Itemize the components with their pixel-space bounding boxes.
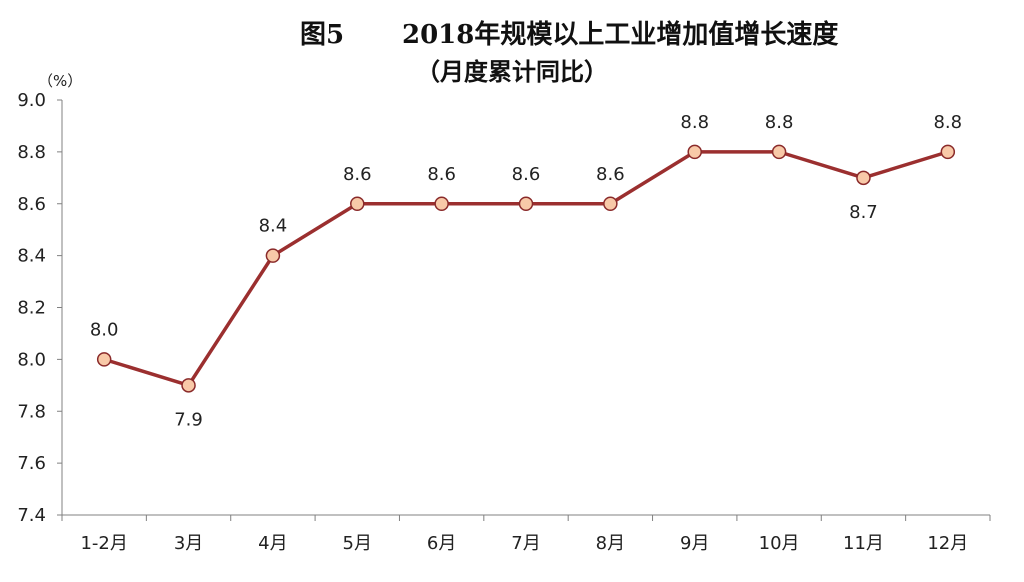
y-tick-label: 8.8 (17, 142, 46, 163)
y-tick-label: 8.4 (17, 246, 46, 267)
data-point (856, 170, 871, 186)
data-point (771, 144, 787, 160)
data-point (434, 196, 449, 211)
data-point (518, 196, 534, 211)
data-label: 7.9 (174, 409, 203, 430)
y-tick-label: 8.0 (17, 349, 46, 370)
y-tick-label: 8.2 (17, 298, 46, 319)
y-tick-label: 7.4 (17, 505, 46, 526)
data-point (603, 196, 618, 211)
x-tick-label: 6月 (427, 533, 456, 554)
x-tick-label: 5月 (343, 533, 372, 554)
data-label: 8.6 (343, 164, 372, 185)
x-tick-label: 11月 (843, 533, 884, 554)
x-tick-label: 1-2月 (80, 533, 127, 554)
series-line (103, 150, 949, 388)
data-label: 8.4 (259, 216, 288, 237)
x-tick-label: 9月 (680, 533, 709, 554)
y-tick-label: 9.0 (17, 90, 46, 111)
y-tick-label: 7.8 (17, 401, 46, 422)
x-tick-label: 12月 (927, 533, 968, 554)
figure-label: 图5 (300, 20, 345, 50)
data-point (687, 144, 702, 160)
x-tick-label: 4月 (258, 533, 287, 554)
data-label: 8.8 (765, 112, 794, 133)
y-tick-label: 7.6 (17, 453, 46, 474)
chart-subtitle: （月度累计同比） (416, 57, 608, 86)
data-point (265, 248, 281, 263)
data-point (181, 378, 196, 393)
data-label: 8.7 (849, 202, 878, 223)
y-tick-label: 8.6 (17, 194, 46, 215)
chart-title-row: 图5 2018年规模以上工业增加值增长速度 (0, 8, 1024, 50)
data-point (96, 352, 112, 367)
x-tick-label: 3月 (174, 533, 203, 554)
x-tick-label: 7月 (511, 533, 540, 554)
chart-title: 2018年规模以上工业增加值增长速度 (402, 20, 839, 50)
x-tick-label: 10月 (759, 533, 800, 554)
data-label: 8.6 (427, 164, 456, 185)
data-label: 8.8 (933, 112, 962, 133)
data-point (350, 196, 365, 211)
x-tick-label: 8月 (596, 533, 625, 554)
data-label: 8.6 (512, 164, 541, 185)
data-point (940, 144, 956, 160)
data-label: 8.0 (90, 319, 119, 340)
y-axis-unit-label: （%） (38, 72, 83, 90)
data-label: 8.8 (680, 112, 709, 133)
data-label: 8.6 (596, 164, 625, 185)
